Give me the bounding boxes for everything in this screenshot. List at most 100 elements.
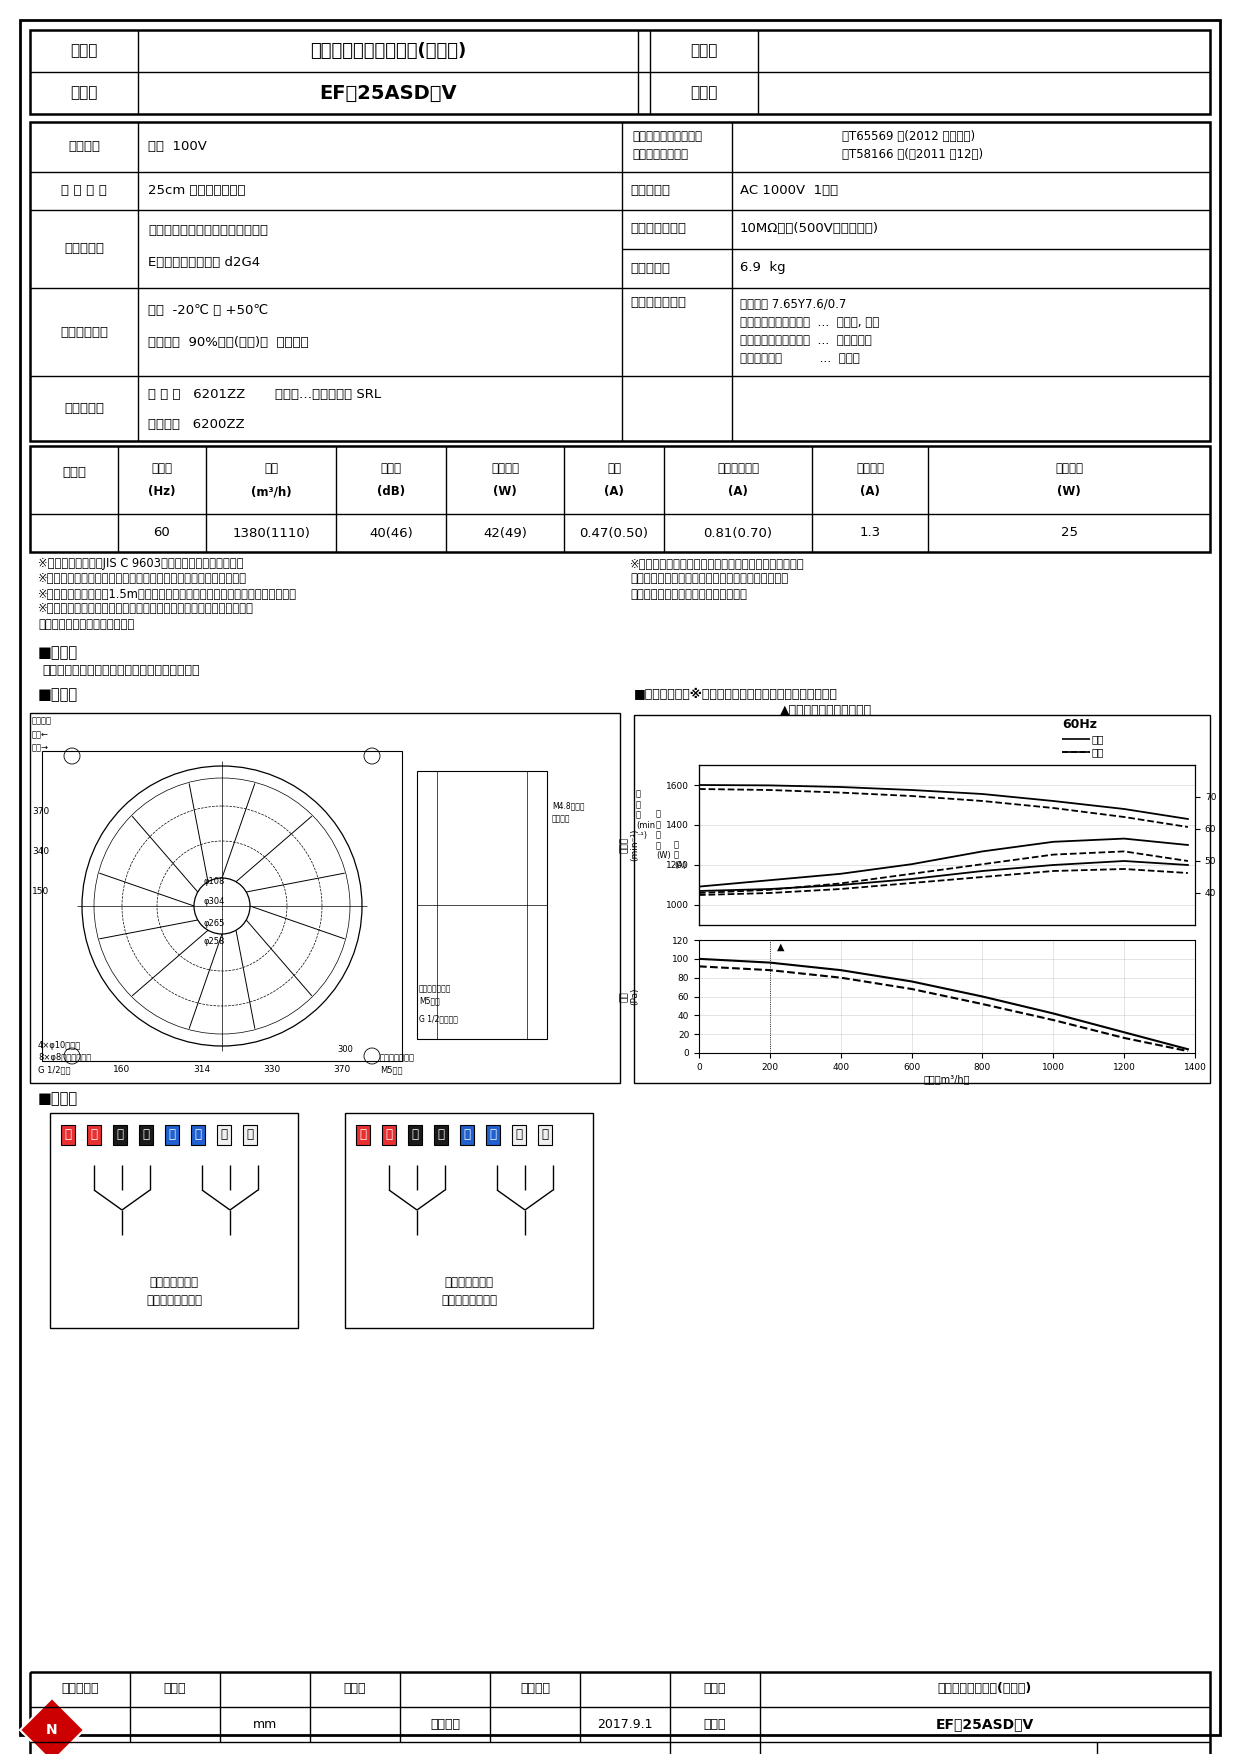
Bar: [42, 751, 402, 1061]
Text: φ108: φ108: [205, 877, 226, 886]
Text: 単相  100V: 単相 100V: [148, 140, 207, 154]
Text: ２ページ目の注意事項を必ずご参照ください。: ２ページ目の注意事項を必ずご参照ください。: [42, 665, 200, 677]
Text: G 1/2ネジ位置: G 1/2ネジ位置: [419, 1014, 458, 1024]
Text: 0.81(0.70): 0.81(0.70): [703, 526, 773, 540]
Text: シ: シ: [221, 1128, 227, 1142]
Text: 160: 160: [113, 1065, 130, 1073]
Text: (W): (W): [1058, 486, 1081, 498]
Text: E種４極　防爆構造 d2G4: E種４極 防爆構造 d2G4: [148, 256, 260, 268]
Text: ロ: ロ: [542, 1128, 548, 1142]
Text: ▲印より右が使用可能範囲: ▲印より右が使用可能範囲: [780, 705, 872, 717]
Text: 60: 60: [154, 526, 170, 540]
Text: (m³/h): (m³/h): [250, 486, 291, 498]
Text: ク: ク: [117, 1128, 124, 1142]
Text: 産業用有圧換気扇(防爆形): 産業用有圧換気扇(防爆形): [937, 1682, 1032, 1696]
Text: 電流: 電流: [608, 461, 621, 475]
Text: 2017.9.1: 2017.9.1: [598, 1717, 652, 1731]
Text: カ: カ: [386, 1128, 393, 1142]
Text: 回
転
数
(min
⁻¹): 回 転 数 (min ⁻¹): [636, 789, 655, 840]
Text: ■外形図: ■外形図: [38, 688, 78, 703]
Text: 周波数: 周波数: [151, 461, 172, 475]
Text: 8×φ8ノックアウト: 8×φ8ノックアウト: [38, 1054, 92, 1063]
Text: （詳細は２ページをご参照ください）: （詳細は２ページをご参照ください）: [630, 588, 746, 600]
Text: 絶　緑　抵　抗: 絶 緑 抵 抗: [630, 223, 686, 235]
Text: 風量: 風量: [264, 461, 278, 475]
Text: 0.47(0.50): 0.47(0.50): [579, 526, 649, 540]
Text: 右回転（給気時）: 右回転（給気時）: [441, 1293, 497, 1307]
Text: 内径アース端子: 内径アース端子: [419, 984, 451, 993]
Text: φ258: φ258: [205, 937, 226, 945]
Polygon shape: [20, 1698, 84, 1754]
Text: 耐　電　圧: 耐 電 圧: [630, 184, 670, 198]
Bar: [30, 123, 1210, 440]
Text: ロ: ロ: [247, 1128, 253, 1142]
Text: 記　号: 記 号: [691, 86, 718, 100]
Bar: [417, 772, 547, 1038]
Text: 温度  -20℃ ～ +50℃: 温度 -20℃ ～ +50℃: [148, 303, 268, 316]
Text: 騒　音: 騒 音: [381, 461, 402, 475]
Text: 羽 根 形 式: 羽 根 形 式: [61, 184, 107, 198]
Text: N: N: [46, 1722, 58, 1736]
Text: オ: オ: [195, 1128, 201, 1142]
Text: 品　名: 品 名: [71, 44, 98, 58]
Text: 防爆構造電気機械器具: 防爆構造電気機械器具: [632, 130, 702, 142]
Text: 6.9  kg: 6.9 kg: [740, 261, 786, 274]
X-axis label: 風量（m³/h）: 風量（m³/h）: [924, 1075, 970, 1084]
Text: 質　　　量: 質 量: [630, 261, 670, 274]
Text: ア: ア: [64, 1128, 72, 1142]
Text: 公称出力: 公称出力: [1055, 461, 1083, 475]
Text: 340: 340: [32, 847, 50, 856]
Text: G 1/2ネジ: G 1/2ネジ: [38, 1065, 71, 1075]
Text: シ: シ: [516, 1128, 522, 1142]
Text: 40(46): 40(46): [370, 526, 413, 540]
Text: ア: ア: [360, 1128, 367, 1142]
Text: 1.3: 1.3: [859, 526, 880, 540]
Text: 回転方向: 回転方向: [32, 716, 52, 726]
Text: 消
費
電
力
(W): 消 費 電 力 (W): [656, 810, 671, 859]
Text: ■特性曲線図　※風量はオリフィスチャンバー法による。: ■特性曲線図 ※風量はオリフィスチャンバー法による。: [634, 689, 838, 702]
Text: ▲: ▲: [777, 942, 785, 951]
Text: 端子箱より見て: 端子箱より見て: [150, 1277, 198, 1289]
Text: 1380(1110): 1380(1110): [232, 526, 310, 540]
Text: ※「騒音」「消費電力」「電流」の値はフリーエアー時の値です。: ※「騒音」「消費電力」「電流」の値はフリーエアー時の値です。: [38, 572, 247, 586]
Text: 台　数: 台 数: [691, 44, 718, 58]
Text: 排気: 排気: [1092, 733, 1105, 744]
Bar: [634, 716, 1210, 1082]
Text: (A): (A): [728, 486, 748, 498]
Text: 370: 370: [334, 1065, 351, 1073]
Text: 端子箱より見て: 端子箱より見て: [444, 1277, 494, 1289]
Text: 10MΩ以上(500V絶縁抵抗計): 10MΩ以上(500V絶縁抵抗計): [740, 223, 879, 235]
Text: (Hz): (Hz): [149, 486, 176, 498]
Text: ロ: ロ: [143, 1128, 150, 1142]
Text: 電　　源: 電 源: [68, 140, 100, 154]
Text: EF－25ASD－V: EF－25ASD－V: [936, 1717, 1034, 1731]
Y-axis label: 静圧
(Pa): 静圧 (Pa): [620, 988, 640, 1005]
Text: 42(49): 42(49): [484, 526, 527, 540]
Text: 150: 150: [32, 886, 50, 896]
Text: 電動機形式: 電動機形式: [64, 242, 104, 256]
Text: カ: カ: [91, 1128, 98, 1142]
Text: ※この商品は羽根の付換えと結線の変更により給気で使用できます。: ※この商品は羽根の付換えと結線の変更により給気で使用できます。: [38, 603, 254, 616]
Text: 電
流
(A): 電 流 (A): [675, 840, 686, 870]
Text: 消費電力: 消費電力: [491, 461, 520, 475]
Text: ポリエステル粉体塗装  …  取付足, 羽根: ポリエステル粉体塗装 … 取付足, 羽根: [740, 316, 879, 328]
Text: EF－25ASD－V: EF－25ASD－V: [319, 84, 456, 102]
Bar: [30, 712, 620, 1082]
Text: 4×φ10取付穴: 4×φ10取付穴: [38, 1040, 82, 1049]
Text: ■お願い: ■お願い: [38, 645, 78, 661]
Bar: [345, 1114, 593, 1328]
Text: ア: ア: [464, 1128, 470, 1142]
Text: 外部アース端子: 外部アース端子: [379, 1054, 415, 1063]
Text: 給気: 給気: [1092, 747, 1105, 758]
Text: ア: ア: [169, 1128, 176, 1142]
Text: M5ネジ: M5ネジ: [379, 1065, 403, 1075]
Text: ポリエステル塗装鋼板  …  本体取付枠: ポリエステル塗装鋼板 … 本体取付枠: [740, 333, 872, 347]
Text: 300: 300: [337, 1044, 353, 1054]
Text: (A): (A): [604, 486, 624, 498]
Text: ■結線図: ■結線図: [38, 1091, 78, 1107]
Text: ※騒音は正面と側面に1.5m離れた地点３点を無響室にて測定した平均値です。: ※騒音は正面と側面に1.5m離れた地点３点を無響室にて測定した平均値です。: [38, 588, 298, 600]
Text: 負 荷 側   6201ZZ       グリス…マルテンプ SRL: 負 荷 側 6201ZZ グリス…マルテンプ SRL: [148, 388, 381, 400]
Text: 相対湿度  90%以下(常温)　  屋内使用: 相対湿度 90%以下(常温) 屋内使用: [148, 335, 309, 349]
Text: 第３角図法: 第３角図法: [61, 1682, 99, 1696]
Text: (A): (A): [861, 486, 880, 498]
